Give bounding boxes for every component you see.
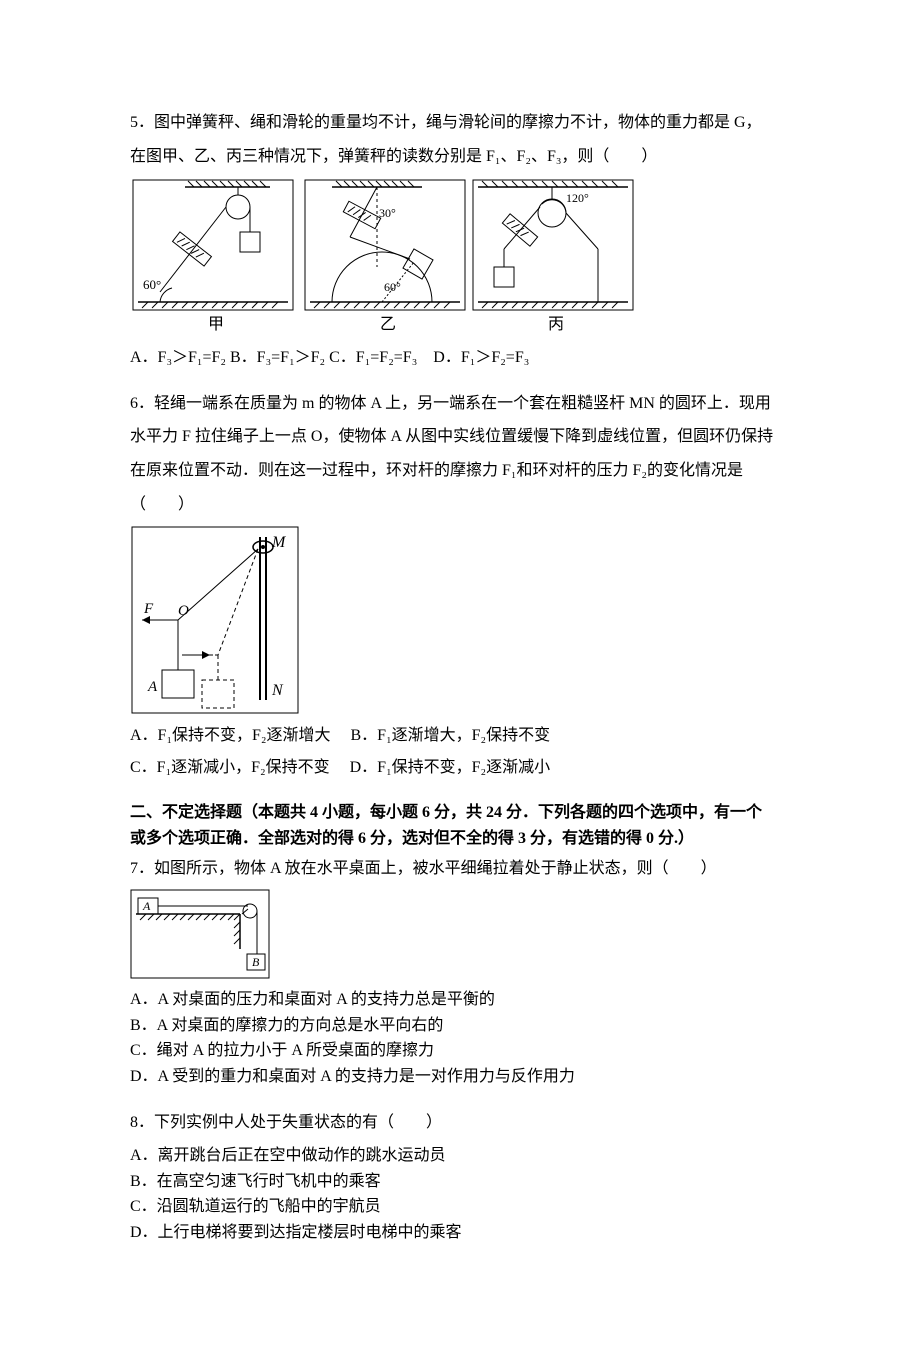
q6-text-line3: 在原来位置不动．则在这一过程中，环对杆的摩擦力 F₁和环对杆的压力 F₂的变化情… [130, 458, 790, 484]
question-7: 7．如图所示，物体 A 放在水平桌面上，被水平细绳拉着处于静止状态，则（ ） [130, 856, 790, 1090]
q8-opt-d: D．上行电梯将要到达指定楼层时电梯中的乘客 [130, 1220, 790, 1246]
q5-options: A．F₃＞F₁=F₂ B．F₃=F₁＞F₂ C．F₁=F₂=F₃ D．F₁＞F₂… [130, 345, 790, 371]
q5-text-line2: 在图甲、乙、丙三种情况下，弹簧秤的读数分别是 F₁、F₂、F₃，则（ ） [130, 144, 790, 170]
q6-options-line2: C．F₁逐渐减小，F₂保持不变 D．F₁保持不变，F₂逐渐减小 [130, 755, 790, 781]
question-5: 5．图中弹簧秤、绳和滑轮的重量均不计，绳与滑轮间的摩擦力不计，物体的重力都是 G… [130, 110, 790, 371]
svg-text:A: A [147, 679, 158, 695]
q8-opt-a: A．离开跳台后正在空中做动作的跳水运动员 [130, 1143, 790, 1169]
q7-opt-d: D．A 受到的重力和桌面对 A 的支持力是一对作用力与反作用力 [130, 1064, 790, 1090]
section-2-header: 二、不定选择题（本题共 4 小题，每小题 6 分，共 24 分．下列各题的四个选… [130, 800, 790, 851]
q5-diagram: 60° 甲 [130, 177, 640, 337]
svg-text:60°: 60° [143, 277, 161, 292]
q5-diagram-yi: 30° 60° [305, 180, 465, 333]
q5-diagram-jia: 60° 甲 [133, 180, 293, 333]
q6-diagram-container: M N O F A [130, 525, 790, 715]
q6-text-line2: 水平力 F 拉住绳子上一点 O，使物体 A 从图中实线位置缓慢下降到虚线位置，但… [130, 424, 790, 450]
svg-text:乙: 乙 [380, 316, 396, 333]
q5-diagram-container: 60° 甲 [130, 177, 790, 337]
q7-opt-a: A．A 对桌面的压力和桌面对 A 的支持力总是平衡的 [130, 987, 790, 1013]
q6-text-line1: 6．轻绳一端系在质量为 m 的物体 A 上，另一端系在一个套在粗糙竖杆 MN 的… [130, 391, 790, 417]
svg-text:M: M [271, 534, 287, 551]
svg-text:F: F [143, 601, 154, 617]
svg-text:60°: 60° [384, 280, 401, 294]
q7-diagram: A B [130, 889, 270, 979]
question-8: 8．下列实例中人处于失重状态的有（ ） A．离开跳台后正在空中做动作的跳水运动员… [130, 1110, 790, 1246]
svg-text:O: O [178, 603, 189, 619]
q6-diagram: M N O F A [130, 525, 300, 715]
q5-diagram-bing: 120° [473, 180, 633, 333]
q6-options-line1: A．F₁保持不变，F₂逐渐增大 B．F₁逐渐增大，F₂保持不变 [130, 723, 790, 749]
section-2-line2: 或多个选项正确．全部选对的得 6 分，选对但不全的得 3 分，有选错的得 0 分… [130, 826, 790, 852]
q7-opt-c: C．绳对 A 的拉力小于 A 所受桌面的摩擦力 [130, 1038, 790, 1064]
svg-text:120°: 120° [566, 191, 589, 205]
q7-diagram-container: A B [130, 889, 790, 979]
q5-text-line1: 5．图中弹簧秤、绳和滑轮的重量均不计，绳与滑轮间的摩擦力不计，物体的重力都是 G… [130, 110, 790, 136]
q8-text: 8．下列实例中人处于失重状态的有（ ） [130, 1110, 790, 1136]
svg-text:丙: 丙 [548, 316, 564, 333]
q7-opt-b: B．A 对桌面的摩擦力的方向总是水平向右的 [130, 1013, 790, 1039]
svg-text:30°: 30° [379, 206, 396, 220]
q8-opt-c: C．沿圆轨道运行的飞船中的宇航员 [130, 1194, 790, 1220]
svg-text:甲: 甲 [208, 316, 224, 333]
question-6: 6．轻绳一端系在质量为 m 的物体 A 上，另一端系在一个套在粗糙竖杆 MN 的… [130, 391, 790, 781]
q7-text: 7．如图所示，物体 A 放在水平桌面上，被水平细绳拉着处于静止状态，则（ ） [130, 856, 790, 882]
svg-text:A: A [142, 899, 151, 913]
q8-opt-b: B．在高空匀速飞行时飞机中的乘客 [130, 1169, 790, 1195]
svg-text:B: B [252, 955, 260, 969]
q6-text-line4: （ ） [130, 492, 790, 518]
section-2-line1: 二、不定选择题（本题共 4 小题，每小题 6 分，共 24 分．下列各题的四个选… [130, 800, 790, 826]
svg-text:N: N [271, 682, 284, 699]
